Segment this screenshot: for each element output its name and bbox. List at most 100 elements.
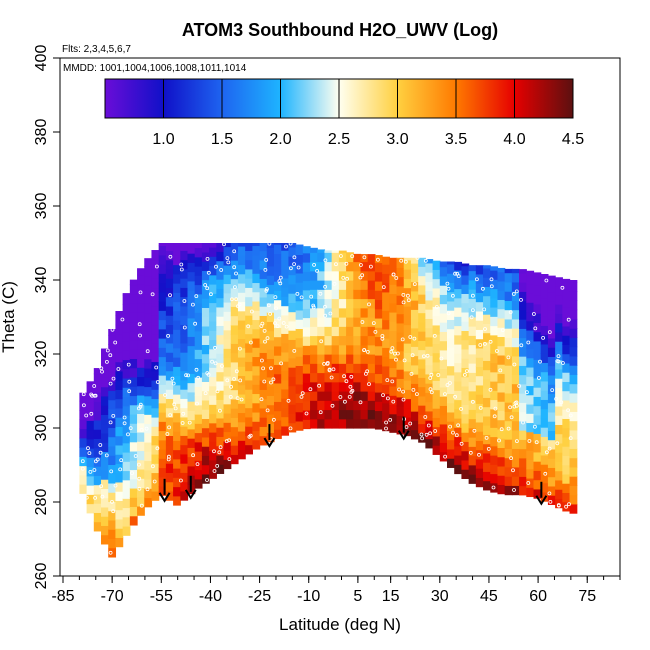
heatmap-cell [338, 252, 347, 263]
heatmap-cell [137, 450, 145, 461]
observation-point [126, 362, 131, 367]
heatmap-cell [158, 245, 167, 256]
observation-point [323, 284, 328, 289]
heatmap-cell [137, 367, 145, 378]
heatmap-cell [483, 332, 491, 343]
observation-point [232, 265, 237, 270]
observation-point [537, 376, 541, 380]
heatmap-cell [259, 333, 268, 344]
heatmap-cell [310, 335, 318, 346]
heatmap-cell [122, 461, 131, 472]
observation-point [275, 324, 280, 329]
heatmap-cell [302, 289, 311, 300]
observation-point [566, 408, 570, 413]
observation-point [154, 264, 159, 269]
heatmap-cell [288, 320, 297, 331]
heatmap-cell [367, 254, 376, 263]
heatmap-cell [447, 291, 455, 302]
heatmap-cell [151, 315, 160, 326]
heatmap-cell [223, 320, 232, 331]
observation-point [284, 244, 288, 249]
heatmap-cell [519, 365, 527, 376]
heatmap-cell [569, 448, 578, 459]
observation-point [397, 387, 402, 392]
observation-point [322, 361, 327, 366]
heatmap-cell [230, 426, 239, 437]
heatmap-cell [504, 466, 513, 477]
heatmap-cell [295, 393, 304, 403]
heatmap-cell [461, 284, 470, 294]
heatmap-cell [115, 454, 124, 464]
heatmap-cell [194, 275, 203, 286]
heatmap-cell [165, 296, 174, 307]
observation-point [218, 445, 223, 450]
heatmap-cell [519, 476, 527, 487]
observation-point [292, 262, 297, 267]
heatmap-cell [454, 427, 463, 438]
heatmap-cell [201, 261, 210, 271]
heatmap-cell [432, 352, 441, 363]
observation-point [215, 389, 220, 394]
heatmap-cell [569, 402, 578, 412]
heatmap-cell [216, 464, 225, 474]
observation-point [480, 286, 485, 291]
observation-point [98, 450, 103, 455]
observation-point [295, 291, 300, 296]
heatmap-cell [209, 265, 217, 276]
heatmap-cell [367, 363, 376, 374]
heatmap-cell [101, 488, 109, 499]
heatmap-cell [187, 253, 196, 263]
heatmap-cell [245, 370, 253, 381]
heatmap-cell [230, 297, 239, 307]
heatmap-cell [338, 289, 347, 300]
heatmap-cell [324, 400, 333, 411]
heatmap-cell [194, 247, 203, 258]
heatmap-cell [403, 398, 412, 409]
heatmap-cell [151, 296, 160, 307]
observation-point [217, 450, 222, 455]
heatmap-cell [144, 469, 153, 480]
heatmap-layer [79, 243, 578, 558]
heatmap-cell [418, 432, 426, 443]
heatmap-cell [331, 326, 340, 337]
heatmap-cell [396, 359, 405, 370]
heatmap-cell [245, 268, 253, 279]
heatmap-cell [447, 356, 455, 367]
heatmap-cell [122, 488, 131, 499]
heatmap-cell [209, 450, 217, 461]
heatmap-cell [230, 361, 239, 372]
heatmap-cell [461, 450, 470, 461]
heatmap-cell [555, 387, 563, 398]
heatmap-cell [144, 377, 153, 388]
heatmap-cell [165, 342, 174, 353]
heatmap-cell [382, 291, 390, 302]
heatmap-cell [137, 293, 145, 304]
observation-point [358, 275, 363, 280]
heatmap-cell [310, 317, 318, 327]
observation-point [100, 494, 105, 499]
heatmap-cell [86, 438, 95, 449]
heatmap-cell [129, 284, 138, 295]
observation-point [104, 453, 109, 458]
observation-point [288, 266, 293, 271]
heatmap-cell [490, 279, 499, 290]
observation-point [195, 401, 199, 406]
heatmap-cell [540, 380, 549, 391]
heatmap-cell [547, 384, 556, 394]
heatmap-cell [137, 487, 145, 498]
heatmap-cell [194, 293, 203, 304]
heatmap-cell [497, 428, 506, 439]
heatmap-cell [274, 244, 282, 254]
heatmap-cell [447, 439, 455, 450]
heatmap-cell [569, 411, 578, 422]
heatmap-cell [389, 385, 398, 396]
heatmap-cell [374, 271, 383, 282]
heatmap-cell [540, 436, 549, 447]
observation-point [462, 372, 467, 377]
observation-point [330, 403, 335, 408]
heatmap-cell [432, 287, 441, 298]
heatmap-cell [281, 277, 290, 288]
heatmap-cell [533, 414, 542, 425]
heatmap-cell [519, 337, 527, 348]
